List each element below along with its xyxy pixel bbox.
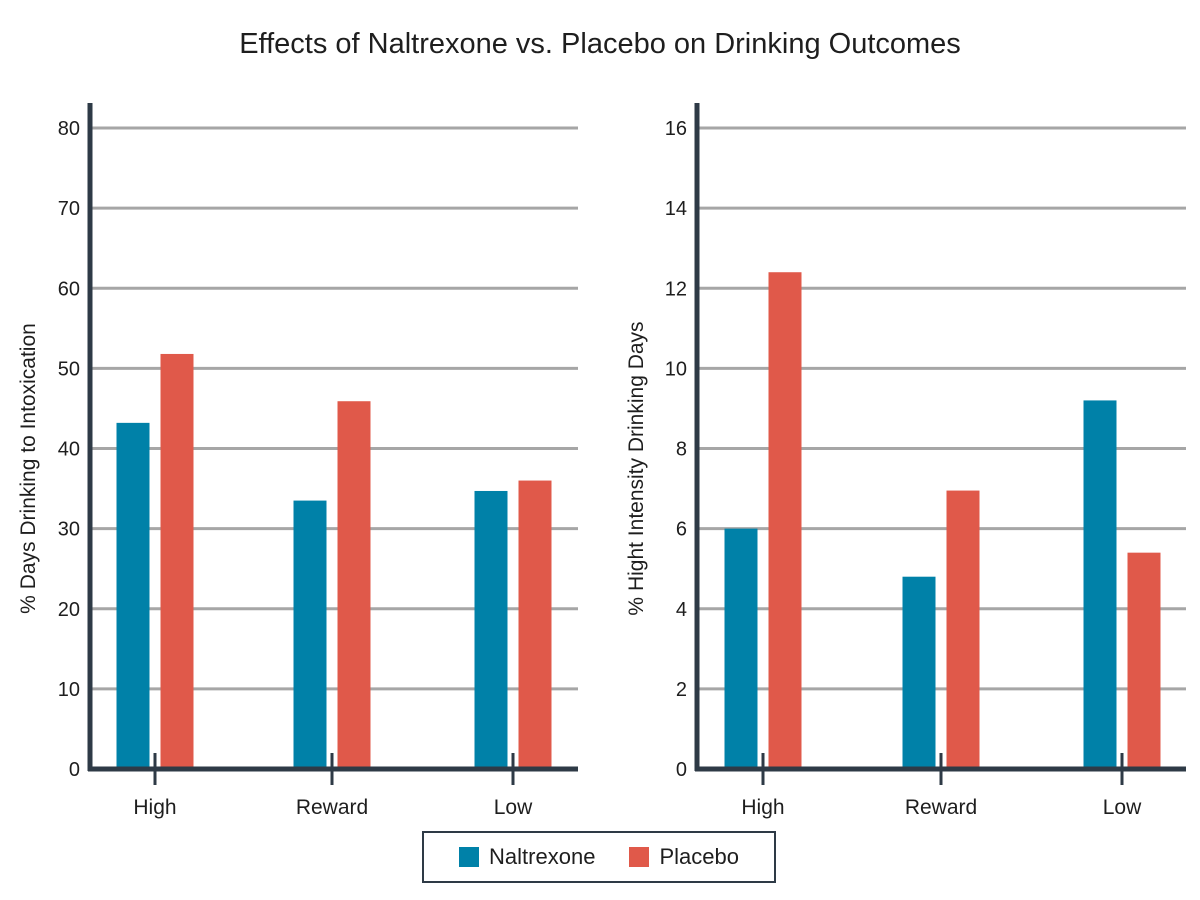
panel1-y-tick-label: 40 [58, 439, 80, 461]
legend-swatch-placebo [629, 847, 650, 867]
panel1-x-tick-label-low: Low [494, 796, 533, 819]
panel2-x-tick-label-reward: Reward [905, 796, 977, 819]
panel1-bar-naltrexone-reward [293, 500, 327, 769]
panel2-y-tick-label: 14 [665, 198, 687, 220]
panel1-y-tick-label: 30 [58, 519, 80, 541]
panel1-y-tick-label: 60 [58, 278, 80, 300]
panel1-bar-naltrexone-low [474, 490, 508, 769]
panel2-y-axis-label: % Hight Intensity Drinking Days [625, 321, 648, 615]
panel2-x-tick-label-high: High [741, 796, 784, 819]
legend-label-placebo: Placebo [659, 844, 739, 869]
panel2-bar-naltrexone-high [724, 528, 758, 769]
panel1-y-tick-label: 20 [58, 599, 80, 621]
legend-item-placebo: Placebo [629, 844, 739, 870]
panel1-y-tick-label: 50 [58, 358, 80, 380]
panel2-bar-placebo-reward [946, 490, 980, 769]
panel2-y-tick-label: 0 [676, 759, 687, 781]
panel2-x-tick-label-low: Low [1103, 796, 1142, 819]
panel1-y-tick-label: 80 [58, 118, 80, 140]
panel1-bar-placebo-low [518, 480, 552, 769]
panel2-y-tick-label: 12 [665, 278, 687, 300]
panel2-y-tick-label: 8 [676, 439, 687, 461]
panel2-y-tick-label: 2 [676, 679, 687, 701]
panel2-y-tick-label: 10 [665, 358, 687, 380]
panel1-y-tick-label: 0 [69, 759, 80, 781]
panel1-bar-naltrexone-high [116, 422, 150, 769]
panel2-y-tick-label: 4 [676, 599, 687, 621]
panel2-bar-naltrexone-low [1083, 400, 1117, 769]
legend-item-naltrexone: Naltrexone [459, 844, 595, 870]
panel1-y-tick-label: 70 [58, 198, 80, 220]
legend-label-naltrexone: Naltrexone [489, 844, 596, 869]
panel2-y-tick-label: 16 [665, 118, 687, 140]
legend: Naltrexone Placebo [422, 831, 776, 883]
panel1-x-tick-label-reward: Reward [296, 796, 368, 819]
panel2-bar-naltrexone-reward [902, 576, 936, 769]
panel2-y-tick-label: 6 [676, 519, 687, 541]
panel1-y-tick-label: 10 [58, 679, 80, 701]
legend-swatch-naltrexone [459, 847, 480, 867]
panel2-bar-placebo-low [1127, 552, 1161, 769]
panel1-bar-placebo-high [160, 353, 194, 769]
panel1-y-axis-label: % Days Drinking to Intoxication [17, 323, 40, 614]
panel2-bar-placebo-high [768, 272, 802, 769]
chart-title: Effects of Naltrexone vs. Placebo on Dri… [239, 28, 961, 60]
panel1-x-tick-label-high: High [133, 796, 176, 819]
panel1-bar-placebo-reward [337, 401, 371, 769]
